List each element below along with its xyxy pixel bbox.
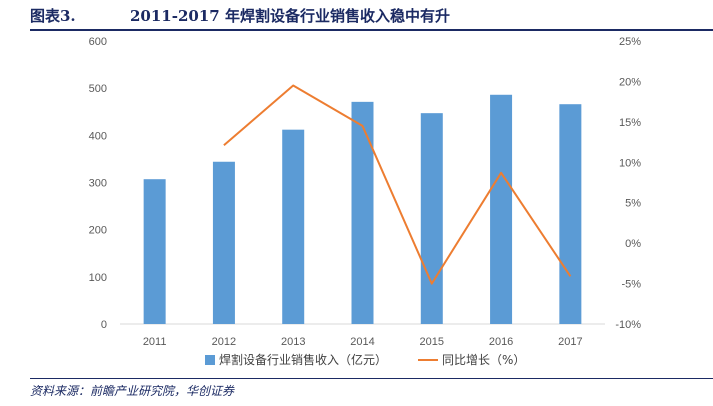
line-series bbox=[223, 84, 572, 285]
x-tick-label: 2011 bbox=[143, 336, 167, 348]
footer-rule bbox=[30, 378, 713, 379]
y-right-tick-label: -10% bbox=[615, 319, 641, 331]
y-right-tick-label: -5% bbox=[621, 279, 641, 291]
x-tick-label: 2012 bbox=[212, 336, 236, 348]
y-right-tick-label: 20% bbox=[619, 76, 641, 88]
y-right-tick-label: 25% bbox=[619, 36, 641, 48]
bar-2016 bbox=[490, 94, 513, 325]
x-tick-label: 2017 bbox=[558, 336, 582, 348]
y-right-tick-label: 5% bbox=[625, 198, 641, 210]
y-left-tick-label: 600 bbox=[89, 36, 107, 48]
bar-2014 bbox=[351, 101, 374, 324]
y-left-tick-label: 300 bbox=[89, 178, 107, 190]
figure-title: 2011-2017 年焊割设备行业销售收入稳中有升 bbox=[130, 7, 450, 25]
bar-series bbox=[143, 94, 582, 325]
y-left-tick-label: 0 bbox=[101, 319, 107, 331]
y-right-tick-label: 0% bbox=[625, 238, 641, 250]
bar-2015 bbox=[420, 113, 443, 324]
legend-bar-label: 焊割设备行业销售收入（亿元） bbox=[219, 352, 387, 367]
bar-2013 bbox=[282, 129, 305, 324]
legend-bar-swatch bbox=[205, 355, 215, 365]
x-tick-label: 2016 bbox=[489, 336, 513, 348]
figure-number: 图表3. bbox=[30, 7, 76, 25]
bar-2012 bbox=[212, 161, 235, 324]
bar-2017 bbox=[559, 104, 582, 324]
y-left-tick-label: 100 bbox=[89, 272, 107, 284]
figure-header: 图表3. 2011-2017 年焊割设备行业销售收入稳中有升 bbox=[30, 4, 713, 30]
bar-2011 bbox=[143, 179, 166, 324]
y-left-tick-label: 500 bbox=[89, 83, 107, 95]
chart-legend: 焊割设备行业销售收入（亿元） 同比增长（%） bbox=[205, 352, 525, 367]
chart-axes: 0 100 200 300 400 500 600 -10% -5% 0% 5% 10% 15% 20% 2… bbox=[89, 36, 642, 348]
header-rule bbox=[30, 29, 713, 31]
legend-line-label: 同比增长（%） bbox=[442, 353, 525, 367]
x-tick-label: 2014 bbox=[350, 336, 374, 348]
x-tick-label: 2015 bbox=[420, 336, 444, 348]
y-left-tick-label: 200 bbox=[89, 225, 107, 237]
y-left-tick-label: 400 bbox=[89, 130, 107, 142]
source-note: 资料来源：前瞻产业研究院，华创证券 bbox=[30, 384, 235, 398]
growth-line bbox=[223, 84, 572, 285]
y-right-tick-label: 15% bbox=[619, 117, 641, 129]
y-right-tick-label: 10% bbox=[619, 157, 641, 169]
x-tick-label: 2013 bbox=[281, 336, 305, 348]
